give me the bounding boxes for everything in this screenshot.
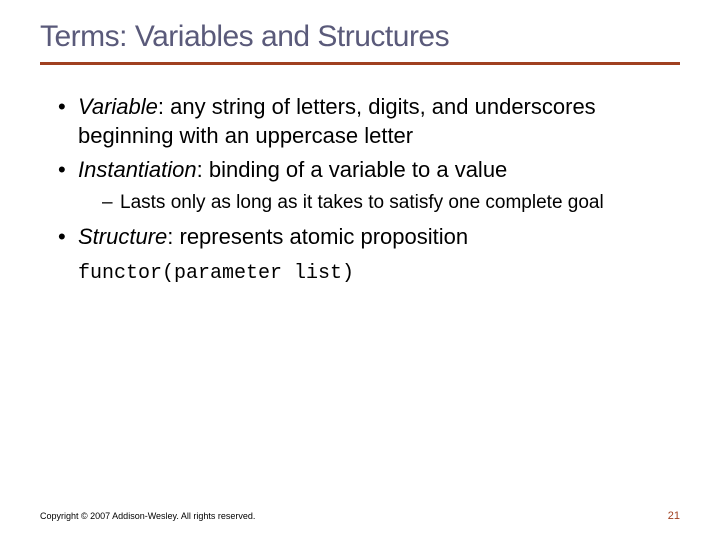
page-number: 21 xyxy=(668,510,680,522)
sub-bullet-item: Lasts only as long as it takes to satisf… xyxy=(102,191,680,216)
bullet-item: Instantiation: binding of a variable to … xyxy=(58,156,680,215)
bullet-item: Structure: represents atomic proposition xyxy=(58,223,680,252)
term-definition: : binding of a variable to a value xyxy=(197,157,508,182)
slide-container: Terms: Variables and Structures Variable… xyxy=(0,0,720,285)
term-label: Instantiation xyxy=(78,157,197,182)
bullet-item: Variable: any string of letters, digits,… xyxy=(58,93,680,150)
bullet-list: Variable: any string of letters, digits,… xyxy=(40,93,680,252)
slide-footer: Copyright © 2007 Addison-Wesley. All rig… xyxy=(40,510,680,522)
term-definition: : represents atomic proposition xyxy=(167,224,468,249)
code-example: functor(parameter list) xyxy=(40,262,680,285)
copyright-text: Copyright © 2007 Addison-Wesley. All rig… xyxy=(40,511,255,521)
sub-bullet-list: Lasts only as long as it takes to satisf… xyxy=(78,191,680,216)
title-rule xyxy=(40,62,680,65)
term-label: Structure xyxy=(78,224,167,249)
slide-title: Terms: Variables and Structures xyxy=(40,20,680,54)
term-label: Variable xyxy=(78,94,158,119)
